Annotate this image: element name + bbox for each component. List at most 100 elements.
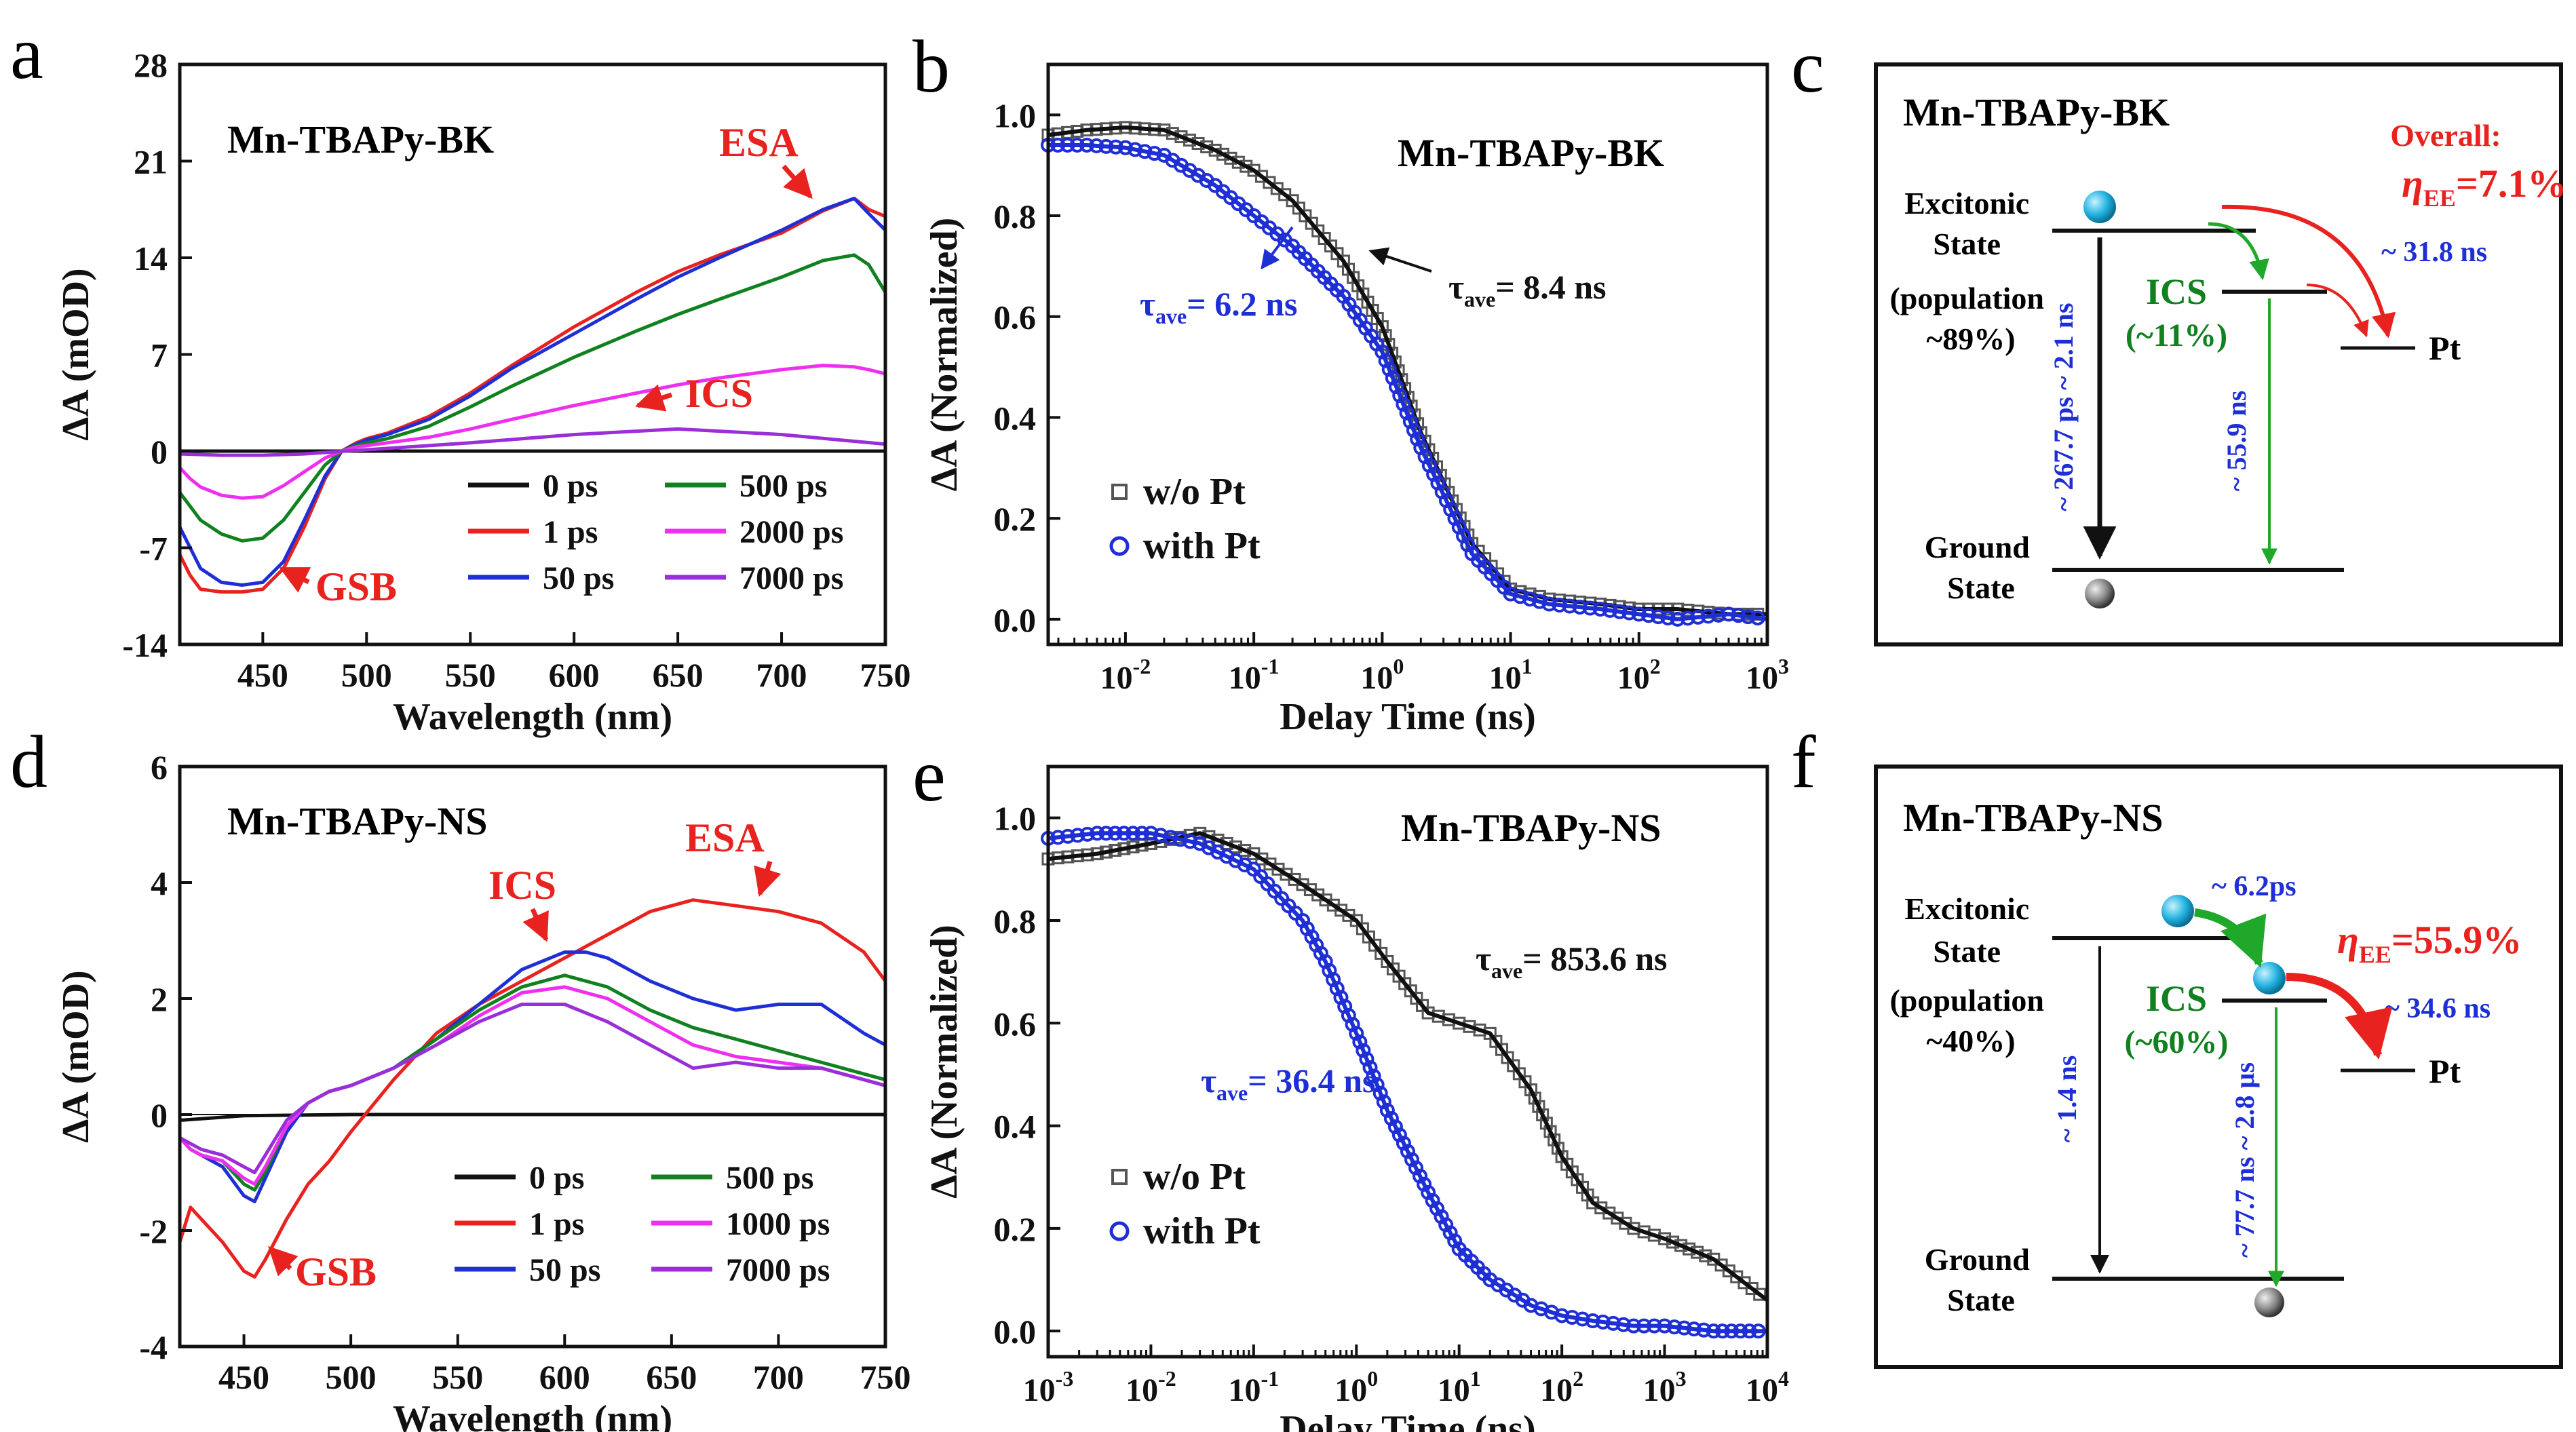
tau-symbol: τ xyxy=(1140,285,1155,323)
tick-base: 10 xyxy=(1229,1372,1261,1408)
diagram-c-ics-label: ICS xyxy=(2146,271,2207,312)
series-line xyxy=(178,1003,886,1174)
y-tick-label: 1.0 xyxy=(994,96,1037,134)
x-axis-label: Delay Time (ns) xyxy=(1280,1408,1535,1432)
line: ~40%) xyxy=(1926,1024,2015,1058)
diagram-f-eta: ηEE=55.9% xyxy=(2337,918,2522,968)
legend: 0 ps 1 ps 50 ps 500 ps 2000 ps 7000 ps xyxy=(468,468,843,596)
legend-label: 0 ps xyxy=(543,468,598,504)
diagram-c-t-left: ~ 267.7 ps ~ 2.1 ns xyxy=(2048,303,2079,511)
data-point xyxy=(1410,431,1425,447)
y-axis-label: ΔA (mOD) xyxy=(55,970,97,1142)
data-point xyxy=(1396,1136,1411,1151)
x-tick-label: 650 xyxy=(646,1358,697,1396)
y-tick-label: 7 xyxy=(151,336,168,374)
data-point xyxy=(1349,1026,1364,1041)
x-tick-label: 10-3 xyxy=(1023,1366,1074,1408)
tick-exp: 0 xyxy=(1393,654,1404,678)
y-tick-label: 0.4 xyxy=(994,399,1037,437)
series-line xyxy=(179,427,886,457)
chart-d-annotation-esa: ESA xyxy=(685,815,765,860)
y-tick-label: 0.0 xyxy=(994,1313,1037,1351)
panel-letter-b: b xyxy=(912,25,950,108)
data-point xyxy=(1372,1085,1388,1101)
series-2000-ps xyxy=(178,364,886,500)
diagram-c-pt-label: Pt xyxy=(2429,329,2461,367)
line: Ground xyxy=(1925,530,2031,564)
data-point xyxy=(1216,147,1230,161)
chart-b-tau-with-pt-arrow xyxy=(1261,226,1294,270)
line: State xyxy=(1933,934,2001,969)
legend-label: 50 ps xyxy=(529,1252,600,1288)
chart-a-ics-arrow xyxy=(634,384,673,412)
diagram-c-arrow-exc-ics xyxy=(2208,222,2269,280)
tick-base: 10 xyxy=(1229,660,1261,696)
legend-label: 2000 ps xyxy=(739,514,843,550)
tick-exp: -3 xyxy=(1056,1366,1074,1391)
legend-marker xyxy=(1111,484,1128,500)
diagram-c-title: Mn-TBAPy-BK xyxy=(1903,90,2170,134)
tick-base: 10 xyxy=(1100,660,1133,696)
tau-sub: ave xyxy=(1155,304,1187,328)
series-line xyxy=(178,253,887,543)
line: (population xyxy=(1889,281,2044,315)
eta-rest: =7.1% xyxy=(2456,161,2567,206)
chart-e-title: Mn-TBAPy-NS xyxy=(1401,806,1661,850)
diagram-c-arrow-exc-pt xyxy=(2221,204,2396,338)
tick-exp: -2 xyxy=(1158,1366,1176,1391)
y-axis-label: ΔA (mOD) xyxy=(55,268,97,440)
x-tick-label: 10-2 xyxy=(1126,1366,1176,1408)
chart-b-plot: 0.00.20.40.60.81.010-2 10-1 100 101 102 103De… xyxy=(923,62,1789,738)
diagram-f-t-exc-ics: ~ 6.2ps xyxy=(2212,871,2296,902)
tick-base: 10 xyxy=(1746,1372,1778,1408)
legend-marker xyxy=(1111,1169,1128,1185)
data-point xyxy=(1691,1245,1704,1259)
diagram-f-frame xyxy=(1874,765,2563,1369)
data-point xyxy=(1366,1068,1381,1084)
legend-label: 500 ps xyxy=(739,468,827,504)
tick-exp: -1 xyxy=(1261,654,1280,678)
x-tick-label: 10-1 xyxy=(1229,654,1280,696)
line: State xyxy=(1947,1283,2015,1317)
data-point xyxy=(1400,1144,1415,1159)
x-tick-label: 550 xyxy=(432,1358,483,1396)
series-line xyxy=(178,985,886,1186)
data-point xyxy=(1417,1176,1432,1192)
data-point xyxy=(1408,1160,1424,1176)
y-tick-label: 28 xyxy=(134,46,168,84)
series-line xyxy=(178,973,886,1192)
x-tick-label: 600 xyxy=(549,656,600,694)
eta-sub: EE xyxy=(2359,941,2391,968)
data-point xyxy=(1376,1094,1391,1110)
chart-a-title: Mn-TBAPy-BK xyxy=(227,117,494,161)
chart-a: Mn-TBAPy-BK -14 -7 0 7 14 21 28 450 500 550 600 650… xyxy=(55,46,911,738)
tick-exp: -2 xyxy=(1133,654,1151,678)
series-500-ps xyxy=(178,973,886,1192)
y-tick-label: 0.0 xyxy=(994,601,1037,639)
line: State xyxy=(1947,570,2015,605)
tick-exp: 0 xyxy=(1367,1366,1378,1391)
legend-label: 7000 ps xyxy=(739,560,843,596)
series-50-ps xyxy=(178,197,887,587)
x-tick-label: 10-2 xyxy=(1100,654,1151,696)
data-point xyxy=(1396,396,1411,412)
x-tick-label: 450 xyxy=(237,656,288,694)
y-tick-label: 0.8 xyxy=(994,902,1037,940)
legend-label: 1 ps xyxy=(529,1206,584,1242)
series-0-ps xyxy=(179,1112,885,1122)
data-point xyxy=(1385,370,1400,386)
tick-base: 10 xyxy=(1023,1372,1056,1408)
diagram-f-ics-pct: (~60%) xyxy=(2125,1024,2229,1060)
legend-label: w/o Pt xyxy=(1143,1156,1246,1198)
x-tick-label: 102 xyxy=(1540,1366,1583,1408)
diagram-f-arrow-exc-ics xyxy=(2194,908,2267,968)
tick-exp: 2 xyxy=(1650,654,1661,678)
tau-symbol: τ xyxy=(1448,268,1464,306)
data-point xyxy=(1392,387,1408,403)
y-tick-label: 0.6 xyxy=(994,1005,1037,1043)
chart-b-tau-with-pt: τave= 6.2 ns xyxy=(1140,285,1298,328)
x-axis-label: Wavelength (nm) xyxy=(393,696,672,738)
diagram-c-ics-pct: (~11%) xyxy=(2126,317,2227,353)
diagram-c-excited-electron xyxy=(2083,191,2116,223)
tick-base: 10 xyxy=(1126,1372,1158,1408)
